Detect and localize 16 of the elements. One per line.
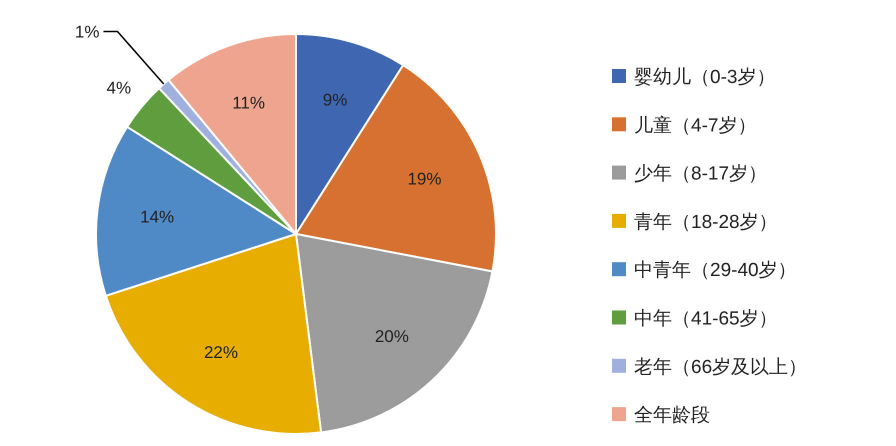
- data-label: 20%: [374, 327, 409, 346]
- data-label: 9%: [322, 90, 348, 110]
- legend-label: 老年（66岁及以上）: [634, 356, 808, 378]
- data-label: 11%: [232, 93, 265, 112]
- data-label: 14%: [140, 207, 174, 226]
- data-label: 1%: [74, 22, 100, 42]
- legend-label: 全年龄段: [634, 405, 710, 426]
- data-label: 4%: [106, 78, 132, 98]
- legend-label: 中年（41-65岁）: [634, 308, 778, 330]
- legend-label: 中青年（29-40岁）: [634, 260, 797, 282]
- data-label: 19%: [407, 169, 442, 188]
- legend-label: 儿童（4-7岁）: [634, 114, 756, 136]
- legend-label: 婴幼儿（0-3岁）: [634, 67, 776, 88]
- legend-label: 少年（8-17岁）: [634, 164, 768, 185]
- legend-label: 青年（18-28岁）: [634, 212, 778, 233]
- data-label: 22%: [204, 343, 238, 362]
